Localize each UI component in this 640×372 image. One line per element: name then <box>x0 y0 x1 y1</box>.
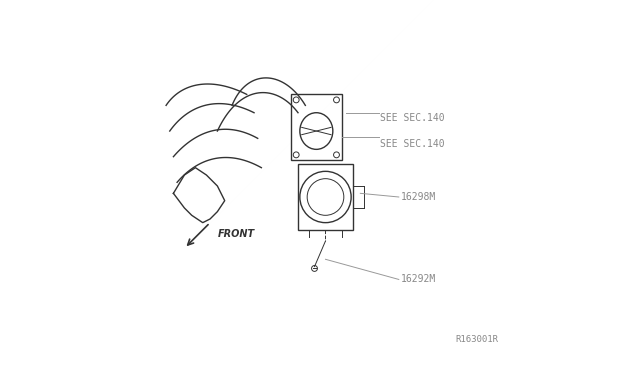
Text: FRONT: FRONT <box>218 229 255 238</box>
Text: R163001R: R163001R <box>456 336 499 344</box>
Text: 16298M: 16298M <box>401 192 436 202</box>
Text: 16292M: 16292M <box>401 275 436 285</box>
Text: SEE SEC.140: SEE SEC.140 <box>380 113 445 123</box>
Bar <box>291 94 342 160</box>
Bar <box>298 164 353 230</box>
Text: SEE SEC.140: SEE SEC.140 <box>380 139 445 149</box>
Circle shape <box>312 266 317 272</box>
